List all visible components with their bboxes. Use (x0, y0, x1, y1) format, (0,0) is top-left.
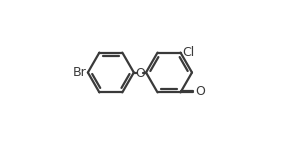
Text: Br: Br (73, 66, 87, 79)
Text: Cl: Cl (182, 46, 194, 59)
Text: O: O (195, 85, 205, 98)
Text: O: O (135, 67, 145, 80)
